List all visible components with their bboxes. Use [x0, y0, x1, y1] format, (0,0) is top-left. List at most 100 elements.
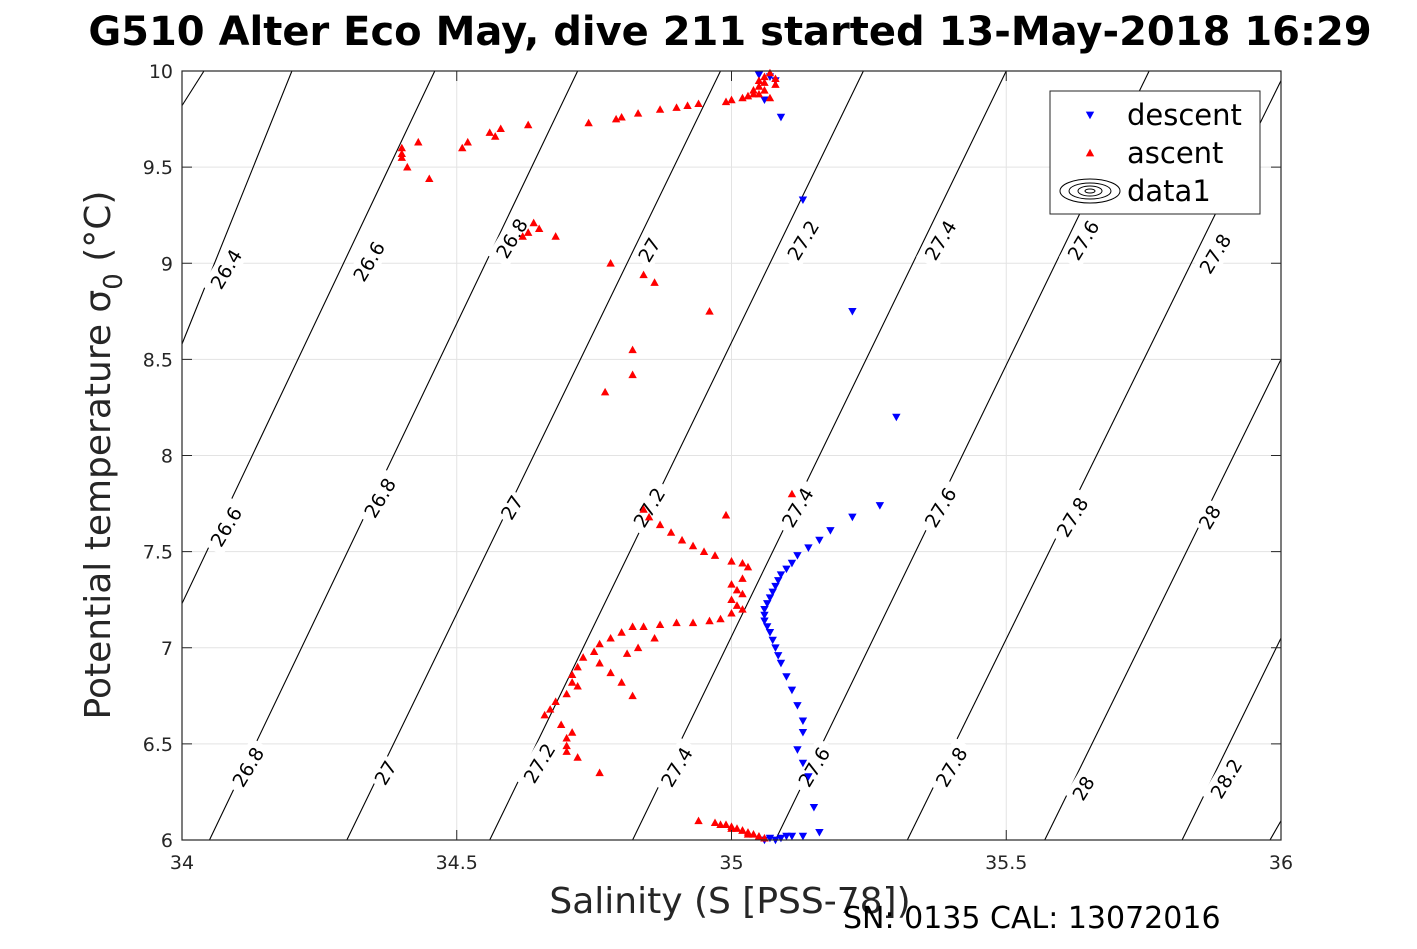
- descent-point: [804, 773, 813, 781]
- isopycnal-26-8: [208, 71, 579, 840]
- ascent-point: [650, 633, 659, 642]
- ascent-point: [529, 218, 538, 227]
- ascent-point: [749, 86, 758, 94]
- ascent-point: [606, 668, 615, 677]
- contour-label-backing: [355, 468, 405, 528]
- ascent-point: [606, 633, 615, 642]
- contour-label-backing: [201, 497, 251, 556]
- ascent-point: [738, 605, 747, 613]
- y-tick-label: 8: [161, 446, 173, 468]
- x-tick-label: 34.5: [436, 852, 478, 874]
- ascent-point: [622, 649, 632, 657]
- descent-point: [776, 659, 786, 668]
- descent-point: [809, 803, 819, 812]
- contour-label-backing: [1065, 769, 1102, 808]
- ascent-point: [403, 162, 412, 171]
- ascent-point: [397, 143, 406, 152]
- ascent-point: [628, 370, 637, 379]
- y-tick-label: 9: [161, 253, 173, 275]
- x-tick-label: 35.5: [985, 852, 1027, 874]
- y-axis-label-unit: (°C): [78, 191, 119, 274]
- descent-point: [760, 605, 769, 614]
- ascent-point: [628, 345, 637, 354]
- ascent-point: [414, 137, 423, 146]
- ascent-point: [556, 720, 566, 729]
- descent-point: [793, 702, 802, 710]
- descent-point: [787, 559, 797, 568]
- contour-label-backing: [652, 737, 701, 797]
- ascent-point: [771, 80, 780, 88]
- ascent-point: [644, 512, 654, 521]
- x-axis-ticks: 34 34.5 35 35.5 36: [170, 71, 1293, 874]
- y-axis-ticks: 6 6.5 7 7.5 8 8.5 9 9.5 10: [143, 61, 1281, 852]
- contour-label-backing: [367, 753, 404, 792]
- descent-point: [774, 652, 783, 660]
- descent-point: [798, 717, 808, 726]
- y-axis-label-main: Potential temperature σ: [78, 290, 119, 720]
- descent-point: [798, 832, 808, 841]
- ascent-point: [710, 551, 720, 559]
- isopycnal-27-4: [632, 71, 1007, 840]
- ascent-point: [523, 120, 533, 129]
- descent-point: [826, 527, 835, 535]
- ascent-point: [760, 78, 769, 86]
- descent-point: [798, 759, 808, 768]
- descent-point: [763, 600, 772, 608]
- ascent-point: [787, 489, 797, 498]
- ascent-point: [732, 585, 742, 594]
- isopycnal-28-4: [1269, 820, 1281, 840]
- ascent-point: [595, 639, 604, 648]
- ascent-point: [749, 89, 758, 98]
- descent-point: [787, 832, 797, 841]
- legend-data1-label: data1: [1127, 174, 1211, 208]
- isopycnal-28: [1044, 359, 1281, 840]
- ascent-point: [743, 830, 753, 838]
- ascent-point: [727, 580, 736, 588]
- ascent-point: [639, 622, 648, 630]
- x-tick-label: 34: [170, 852, 194, 874]
- ascent-point: [573, 682, 582, 690]
- descent-point: [771, 582, 780, 591]
- ascent-point: [562, 733, 571, 742]
- descent-point: [760, 96, 769, 105]
- descent-point: [798, 728, 808, 737]
- legend-ascent-label: ascent: [1127, 136, 1223, 170]
- descent-point: [782, 673, 791, 681]
- y-tick-label: 6: [161, 830, 173, 852]
- contour-label-backing: [631, 230, 668, 269]
- contour-label: 26.8: [223, 737, 273, 797]
- ascent-point: [749, 830, 758, 838]
- x-tick-label: 35: [719, 852, 743, 874]
- descent-point: [776, 113, 786, 122]
- ascent-point: [666, 528, 676, 536]
- ascent-point: [672, 618, 681, 627]
- contour-label-backing: [778, 210, 828, 270]
- descent-point: [765, 594, 775, 602]
- ascent-point: [458, 143, 467, 152]
- descent-point: [771, 644, 780, 652]
- ascent-point: [562, 689, 571, 698]
- isopycnal-26-6: [182, 71, 205, 106]
- y-tick-label: 7.5: [143, 542, 173, 564]
- ascent-point: [617, 112, 626, 121]
- ascent-point: [617, 678, 626, 686]
- ascent-point: [738, 93, 747, 102]
- ascent-point: [397, 153, 406, 161]
- ascent-point: [562, 741, 571, 750]
- ascent-point: [567, 678, 577, 686]
- legend-contour-icon: [1059, 178, 1121, 204]
- y-axis-label-subscript: 0: [99, 273, 129, 290]
- contour-label-backing: [514, 733, 564, 793]
- y-tick-label: 8.5: [143, 349, 173, 371]
- isopycnal-26-4: [182, 71, 293, 345]
- ascent-point: [633, 109, 643, 117]
- ascent-point: [677, 535, 687, 544]
- legend-descent-label: descent: [1127, 98, 1242, 132]
- ascent-point: [617, 628, 626, 636]
- data-markers: [397, 68, 901, 845]
- legend-box: [1049, 90, 1261, 215]
- descent-point: [848, 513, 857, 522]
- ascent-point: [650, 278, 659, 286]
- ascent-point: [760, 86, 769, 94]
